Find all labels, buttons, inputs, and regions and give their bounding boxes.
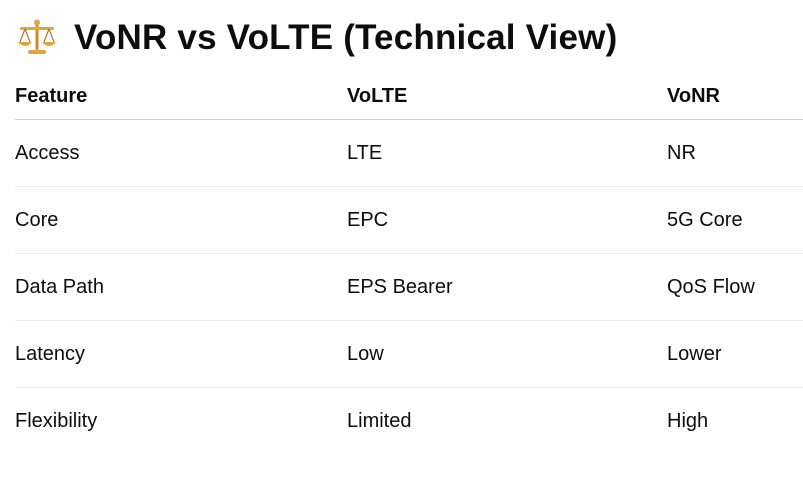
table-row: Flexibility Limited High — [15, 388, 803, 455]
table-row: Core EPC 5G Core — [15, 186, 803, 254]
column-header-volte: VoLTE — [347, 73, 667, 120]
table-row: Latency Low Lower — [15, 320, 803, 388]
cell-feature: Data Path — [15, 253, 347, 321]
balance-scale-icon — [16, 18, 58, 58]
cell-volte: Limited — [347, 409, 412, 432]
page-title: VoNR vs VoLTE (Technical View) — [16, 14, 617, 62]
table-row: Data Path EPS Bearer QoS Flow — [15, 253, 803, 321]
cell-feature: Latency — [15, 320, 347, 388]
page-title-text: VoNR vs VoLTE (Technical View) — [74, 18, 618, 57]
cell-volte: Low — [347, 320, 667, 388]
column-header-feature: Feature — [15, 73, 347, 120]
table-header-row: Feature VoLTE VoNR — [15, 73, 803, 120]
cell-volte: LTE — [347, 119, 667, 187]
cell-vonr: NR — [667, 119, 803, 187]
cell-vonr: Lower — [667, 320, 803, 388]
cell-volte: EPS Bearer — [347, 253, 667, 321]
cell-vonr: 5G Core — [667, 186, 803, 254]
table-row: Access LTE NR — [15, 119, 803, 187]
cell-volte: EPC — [347, 186, 667, 254]
cell-vonr: QoS Flow — [667, 253, 803, 321]
cell-vonr: High — [667, 409, 709, 432]
cell-feature: Access — [15, 119, 347, 187]
cell-feature: Flexibility — [15, 409, 98, 432]
column-header-vonr: VoNR — [667, 73, 803, 120]
comparison-table: Feature VoLTE VoNR Access LTE NR Core EP… — [15, 73, 803, 454]
cell-feature: Core — [15, 186, 347, 254]
